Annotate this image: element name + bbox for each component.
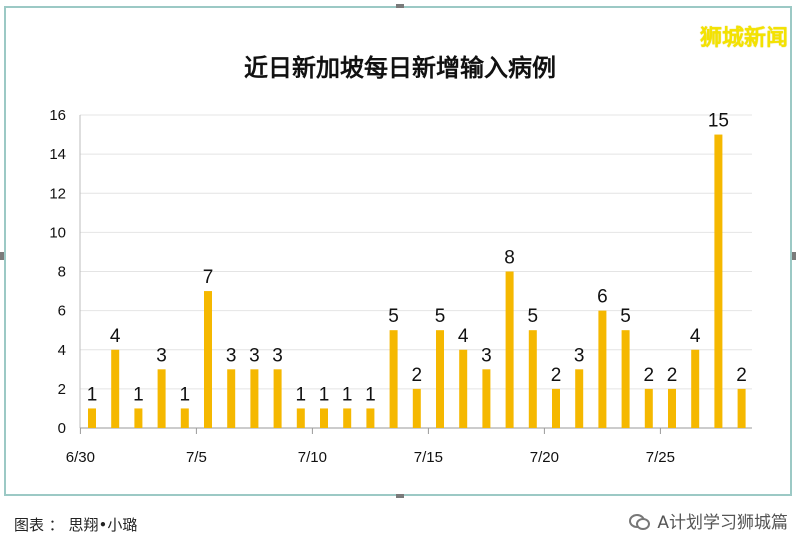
bar-value-label: 1 (365, 384, 376, 405)
y-tick-label: 8 (58, 264, 66, 281)
bar-value-label: 4 (458, 326, 469, 347)
bar (320, 408, 328, 428)
bar-value-label: 3 (272, 345, 283, 366)
bar-value-label: 1 (342, 384, 353, 405)
resize-handle-left[interactable] (0, 252, 4, 260)
bar (250, 369, 259, 428)
bar (482, 369, 491, 428)
bar (691, 349, 700, 428)
bar-value-label: 3 (481, 345, 492, 366)
bar (621, 330, 630, 428)
y-tick-label: 6 (58, 303, 66, 320)
bar-value-label: 2 (412, 365, 423, 386)
bar (88, 408, 96, 428)
x-tick-label: 7/15 (414, 449, 443, 466)
y-tick-label: 14 (49, 146, 66, 163)
bar-value-label: 7 (203, 267, 214, 288)
bar (598, 310, 607, 428)
bar (343, 408, 352, 428)
bar (575, 369, 584, 428)
x-tick-label: 7/5 (186, 449, 207, 466)
bar (273, 369, 282, 428)
bar (296, 408, 305, 428)
bar-value-label: 1 (180, 384, 191, 405)
bar-value-label: 2 (667, 365, 678, 386)
x-tick-label: 7/25 (646, 449, 675, 466)
x-tick-label: 6/30 (66, 449, 95, 466)
x-tick-label: 7/10 (298, 449, 327, 466)
y-tick-label: 10 (49, 224, 66, 241)
watermark: 狮城新闻 (699, 26, 788, 51)
resize-handle-bottom[interactable] (396, 494, 404, 498)
bar (227, 369, 236, 428)
y-tick-label: 2 (58, 381, 66, 398)
bar (436, 330, 444, 428)
wechat-icon (629, 512, 651, 530)
bar-value-label: 2 (551, 365, 562, 386)
bar (737, 388, 746, 428)
bar-value-label: 4 (110, 326, 121, 347)
bar-value-label: 3 (249, 345, 260, 366)
y-tick-label: 0 (58, 420, 66, 437)
bar-value-label: 1 (133, 384, 144, 405)
resize-handle-top[interactable] (396, 4, 404, 8)
y-tick-label: 4 (58, 342, 66, 359)
bar-value-label: 3 (574, 345, 585, 366)
bar (204, 291, 212, 428)
bar-value-label: 1 (319, 384, 330, 405)
bar (528, 330, 537, 428)
bar (412, 388, 421, 428)
bar (157, 369, 166, 428)
bar-value-label: 15 (708, 111, 729, 132)
wechat-account[interactable]: A计划学习狮城篇 (629, 508, 788, 533)
bar (111, 349, 120, 428)
bar-value-label: 6 (597, 287, 608, 308)
resize-handle-right[interactable] (792, 252, 796, 260)
bar (644, 388, 653, 428)
bar (366, 408, 375, 428)
bar-value-label: 5 (435, 306, 446, 327)
bar-value-label: 1 (296, 384, 307, 405)
y-tick-label: 16 (49, 107, 66, 124)
y-tick-label: 12 (49, 185, 66, 202)
bar-value-label: 5 (388, 306, 399, 327)
wechat-account-name: A计划学习狮城篇 (657, 513, 788, 533)
chart-credit: 图表 ： 思翔•小璐 (14, 516, 138, 534)
bar (459, 349, 468, 428)
bar-value-label: 3 (226, 345, 237, 366)
bar (505, 271, 514, 428)
bar (668, 388, 676, 428)
bar-value-label: 5 (620, 306, 631, 327)
bar-value-label: 2 (736, 365, 747, 386)
bar (389, 330, 398, 428)
bar-value-label: 2 (644, 365, 655, 386)
bar (552, 388, 560, 428)
bar-value-label: 8 (504, 248, 515, 269)
bar-value-label: 5 (528, 306, 539, 327)
bar-value-label: 4 (690, 326, 701, 347)
bar (714, 134, 723, 428)
bar-value-label: 3 (156, 345, 167, 366)
chart-title: 近日新加坡每日新增输入病例 (244, 54, 556, 82)
bar (180, 408, 189, 428)
bar (134, 408, 143, 428)
x-tick-label: 7/20 (530, 449, 559, 466)
bar-value-label: 1 (87, 384, 98, 405)
